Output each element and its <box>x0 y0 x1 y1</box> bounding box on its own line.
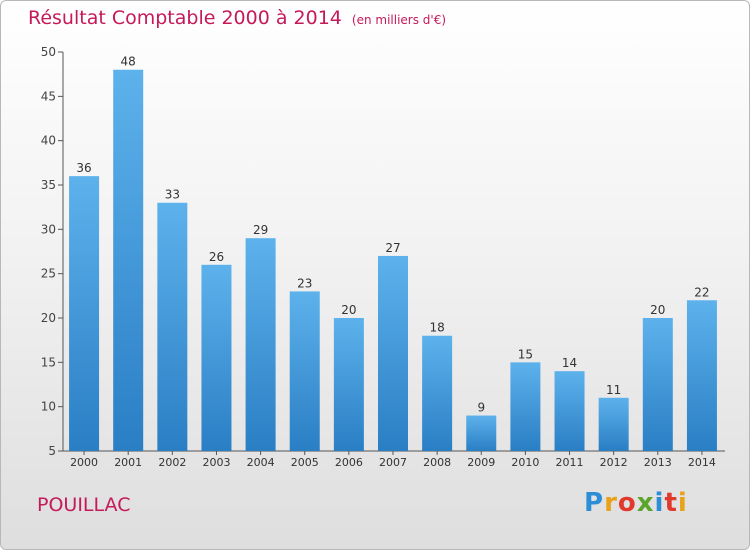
bar <box>69 176 100 451</box>
chart-subtitle: (en milliers d'€) <box>351 13 447 27</box>
bar <box>422 335 453 451</box>
x-tick-label: 2001 <box>114 456 142 469</box>
data-label: 22 <box>694 285 709 299</box>
x-tick-label: 2003 <box>202 456 230 469</box>
data-label: 11 <box>606 383 621 397</box>
y-tick-label: 40 <box>41 134 56 148</box>
bar <box>466 415 497 451</box>
x-tick-label: 2006 <box>335 456 363 469</box>
x-tick-label: 2000 <box>70 456 98 469</box>
y-tick-label: 15 <box>41 355 56 369</box>
data-label: 14 <box>562 356 577 370</box>
data-label: 33 <box>165 188 180 202</box>
bar <box>598 397 629 451</box>
bar <box>378 255 408 451</box>
bar <box>289 291 320 451</box>
data-label: 48 <box>121 55 136 69</box>
chart-title: Résultat Comptable 2000 à 2014 <box>28 7 342 29</box>
data-label: 9 <box>477 401 485 415</box>
x-tick-label: 2010 <box>511 456 539 469</box>
commune-name: POUILLAC <box>37 494 131 516</box>
x-tick-label: 2014 <box>688 456 716 469</box>
x-tick-label: 2002 <box>158 456 186 469</box>
chart-header: Résultat Comptable 2000 à 2014 (en millie… <box>28 7 446 29</box>
x-tick-label: 2004 <box>247 456 275 469</box>
x-tick-label: 2012 <box>600 456 628 469</box>
bar <box>201 264 232 451</box>
bar <box>510 362 541 451</box>
bar <box>333 318 364 451</box>
data-label: 15 <box>518 347 533 361</box>
x-tick-label: 2011 <box>556 456 584 469</box>
bar <box>554 371 585 451</box>
bar <box>686 300 717 451</box>
proxiti-logo: Proxiti <box>584 488 688 518</box>
data-label: 23 <box>297 276 312 290</box>
x-tick-label: 2007 <box>379 456 407 469</box>
y-tick-label: 25 <box>41 267 56 281</box>
y-tick-label: 50 <box>41 45 56 59</box>
data-label: 18 <box>429 321 444 335</box>
y-tick-label: 20 <box>41 311 56 325</box>
data-label: 20 <box>650 303 665 317</box>
y-tick-label: 30 <box>41 222 56 236</box>
y-tick-label: 45 <box>41 89 56 103</box>
y-tick-label: 35 <box>41 178 56 192</box>
bar <box>642 318 673 451</box>
y-tick-label: 5 <box>48 444 56 458</box>
data-label: 29 <box>253 223 268 237</box>
data-label: 36 <box>76 161 91 175</box>
x-tick-label: 2009 <box>467 456 495 469</box>
x-tick-label: 2005 <box>291 456 319 469</box>
bar <box>113 69 144 451</box>
bar <box>245 238 276 451</box>
x-tick-label: 2008 <box>423 456 451 469</box>
bar <box>157 202 188 451</box>
data-label: 26 <box>209 250 224 264</box>
data-label: 20 <box>341 303 356 317</box>
x-tick-label: 2013 <box>644 456 672 469</box>
data-label: 27 <box>385 241 400 255</box>
y-tick-label: 10 <box>41 400 56 414</box>
